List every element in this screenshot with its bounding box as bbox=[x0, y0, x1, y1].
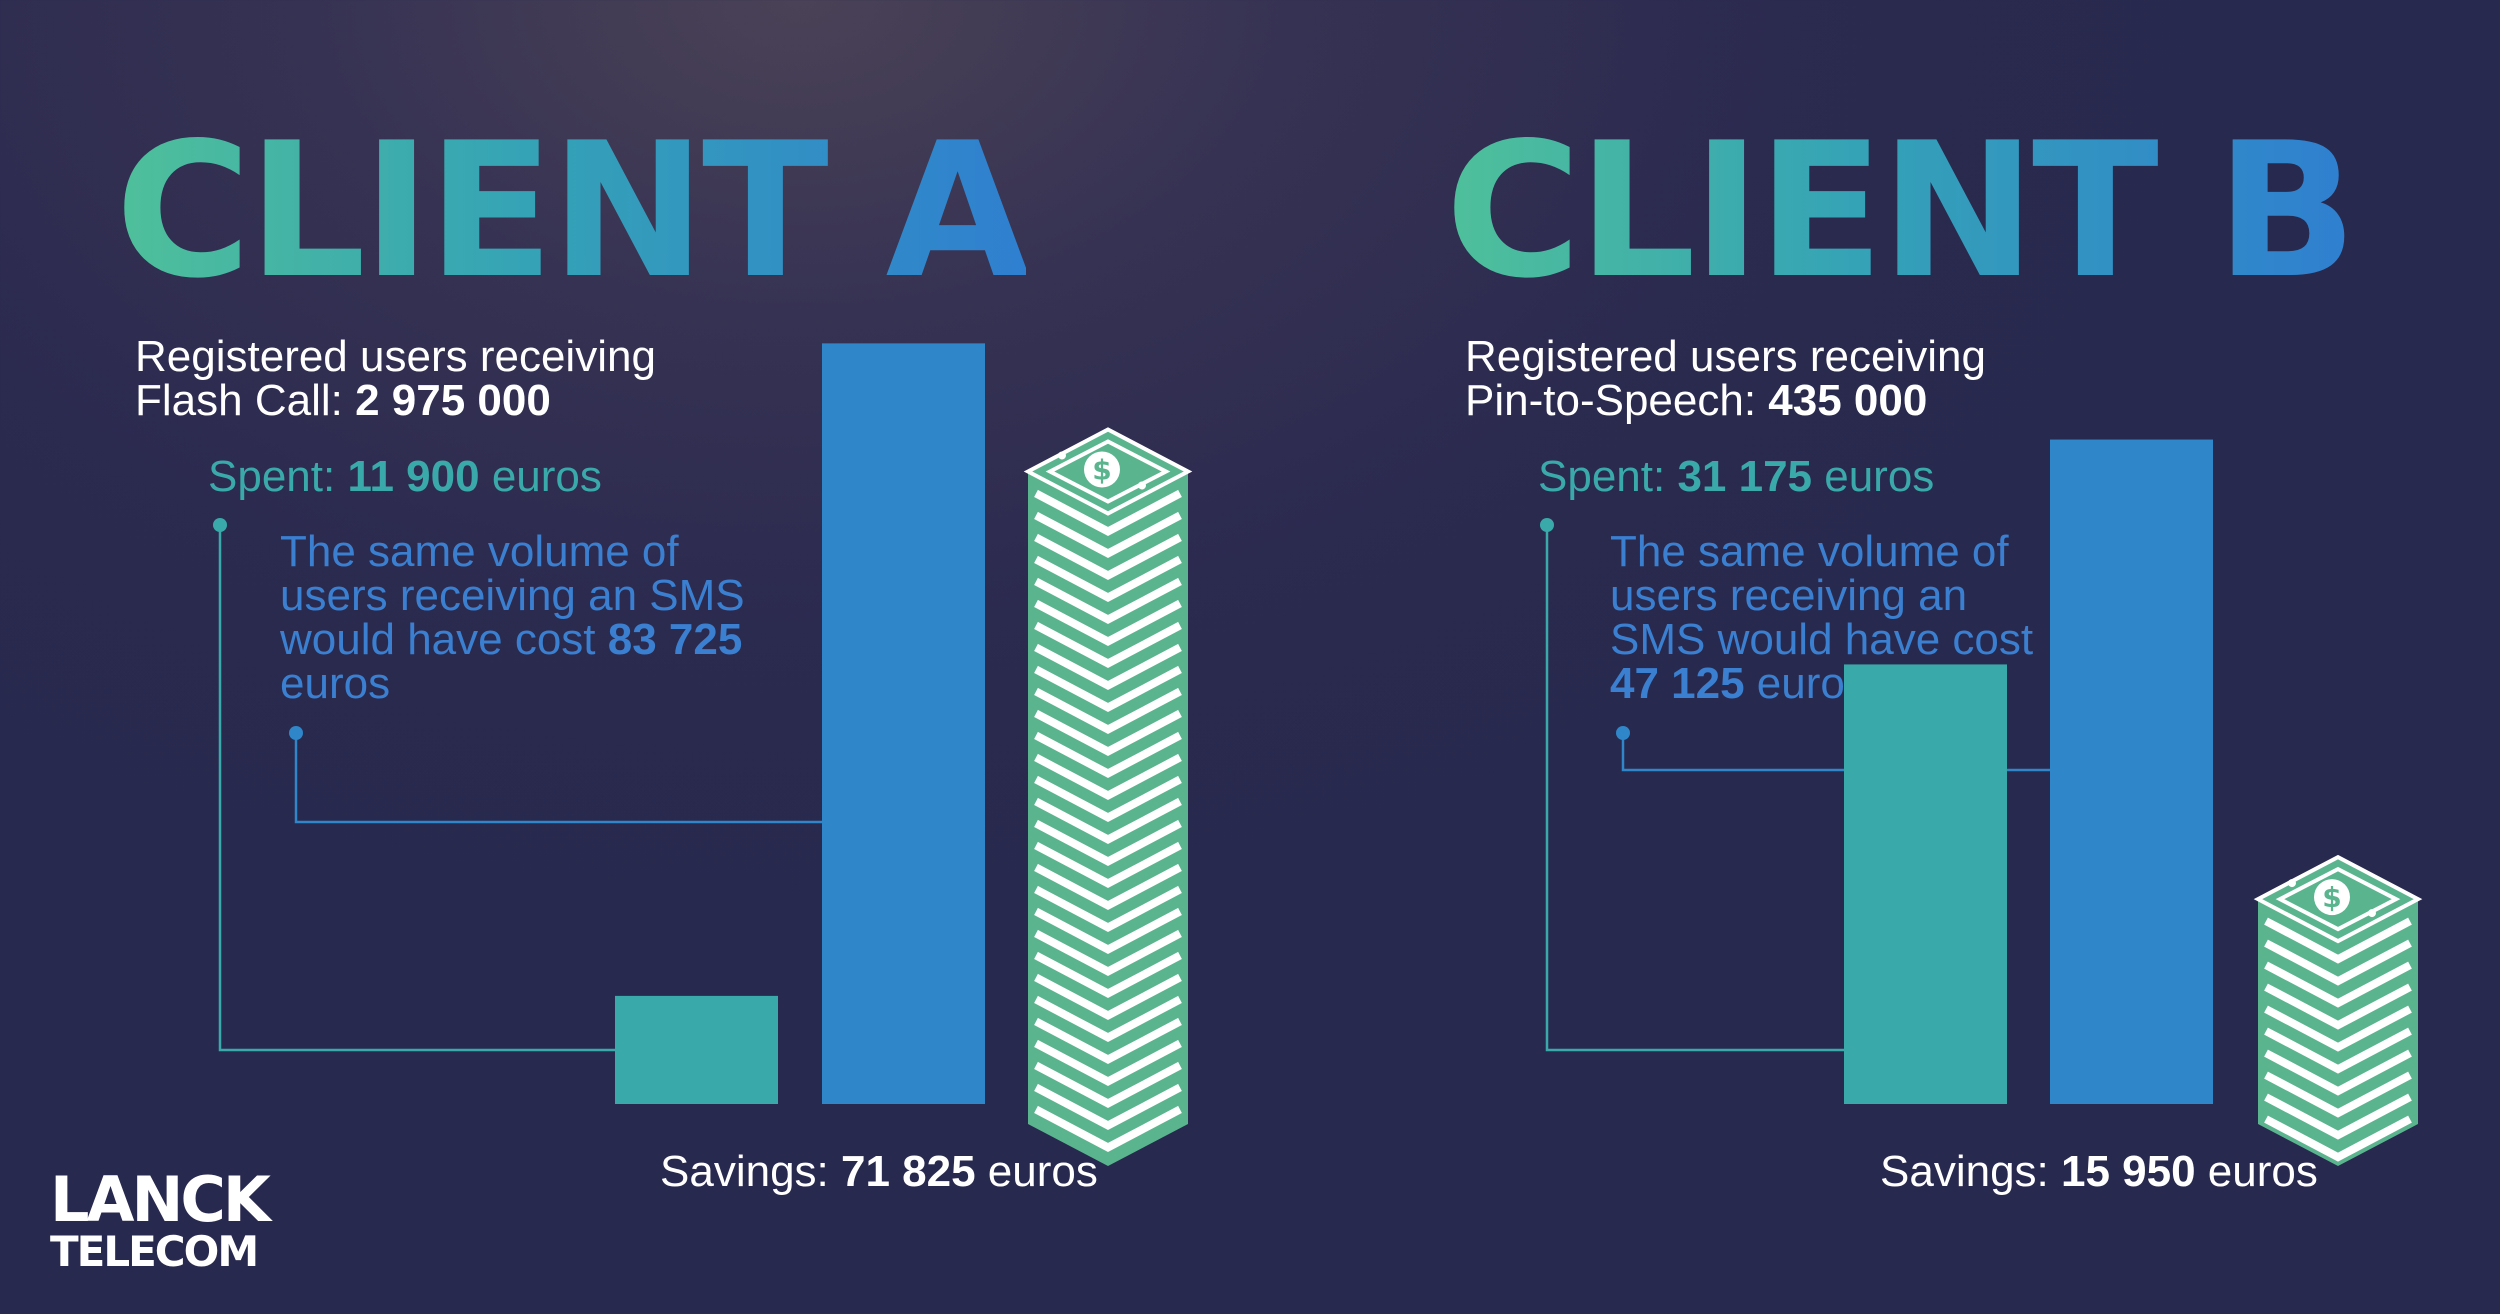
client-a-sms-dot bbox=[289, 726, 303, 740]
client-a-bar-chart: $ bbox=[213, 343, 1193, 1167]
client-a-sms-connector bbox=[294, 733, 822, 824]
client-b-spent-label: Spent: 31 175 euros bbox=[1538, 455, 1934, 499]
client-b-spent-connector bbox=[1545, 525, 1844, 1052]
client-b-title: CLIENT B bbox=[1445, 102, 2357, 319]
client-a-sms-note: The same volume of users receiving an SM… bbox=[280, 530, 745, 706]
client-a-savings-value: 71 825 bbox=[840, 1147, 976, 1196]
company-logo: LANCK TELECOM bbox=[50, 1163, 271, 1276]
logo-line1: LANCK bbox=[50, 1163, 271, 1236]
client-b-sms-line3: SMS would have cost bbox=[1610, 615, 2034, 664]
client-b-registered-line1: Registered users receiving bbox=[1465, 332, 1986, 381]
client-a-spent-dot bbox=[213, 518, 227, 532]
client-a-savings-label: Savings: 71 825 euros bbox=[660, 1150, 1098, 1194]
client-b-registered-value: 435 000 bbox=[1768, 376, 1928, 425]
client-a-sms-line2: users receiving an SMS bbox=[280, 571, 745, 620]
logo-line2: TELECOM bbox=[50, 1227, 259, 1276]
client-a-registered-value: 2 975 000 bbox=[355, 376, 551, 425]
client-a-spent-suffix: euros bbox=[479, 452, 602, 501]
client-a-sms-line4: euros bbox=[280, 659, 391, 708]
client-a-title: CLIENT A bbox=[115, 102, 1030, 319]
client-b-spent-prefix: Spent: bbox=[1538, 452, 1678, 501]
client-b-sms-note: The same volume of users receiving an SM… bbox=[1610, 530, 2033, 706]
client-a-spent-prefix: Spent: bbox=[208, 452, 348, 501]
client-b-sms-dot bbox=[1616, 726, 1630, 740]
client-b-savings-suffix: euros bbox=[2195, 1147, 2318, 1196]
client-a-savings-money-stack: $ bbox=[1023, 427, 1193, 1167]
client-b-bar-spent bbox=[1844, 664, 2007, 1104]
client-a-registered-line2-prefix: Flash Call: bbox=[135, 376, 356, 425]
client-a-savings-dollar-icon: $ bbox=[1092, 453, 1111, 486]
client-a-bar-spent bbox=[615, 995, 778, 1104]
client-b-savings-label: Savings: 15 950 euros bbox=[1880, 1150, 2318, 1194]
client-b-savings-prefix: Savings: bbox=[1880, 1147, 2061, 1196]
client-a-spent-connector bbox=[218, 525, 615, 1052]
client-a-sms-line3-prefix: would have cost bbox=[280, 615, 608, 664]
client-b-spent-dot bbox=[1540, 518, 1554, 532]
client-b-sms-line1: The same volume of bbox=[1610, 527, 2009, 576]
client-a-registered-line1: Registered users receiving bbox=[135, 332, 656, 381]
client-b-spent-suffix: euros bbox=[1812, 452, 1935, 501]
client-a-savings-prefix: Savings: bbox=[660, 1147, 841, 1196]
client-a-sms-value: 83 725 bbox=[607, 615, 743, 664]
client-b-sms-line2: users receiving an bbox=[1610, 571, 1968, 620]
client-b-savings-value: 15 950 bbox=[2060, 1147, 2196, 1196]
client-b-spent-value: 31 175 bbox=[1677, 452, 1813, 501]
client-a-spent-value: 11 900 bbox=[347, 452, 480, 501]
client-b-savings-money-stack: $ bbox=[2253, 854, 2423, 1166]
client-b-bar-chart: $ bbox=[1540, 439, 2423, 1166]
client-b-savings-dollar-icon: $ bbox=[2322, 881, 2341, 914]
client-b-sms-value: 47 125 bbox=[1610, 659, 1745, 708]
client-a-spent-label: Spent: 11 900 euros bbox=[208, 455, 602, 499]
client-a-sms-line1: The same volume of bbox=[280, 527, 679, 576]
client-b-bar-sms bbox=[2050, 439, 2213, 1105]
client-a-savings-suffix: euros bbox=[975, 1147, 1098, 1196]
client-b-panel: CLIENT B Registered users receiving Pin-… bbox=[1330, 0, 2500, 1314]
client-a-registered-users: Registered users receiving Flash Call: 2… bbox=[135, 335, 656, 423]
client-b-registered-line2-prefix: Pin-to-Speech: bbox=[1465, 376, 1769, 425]
client-a-bar-sms bbox=[822, 343, 985, 1104]
client-b-registered-users: Registered users receiving Pin-to-Speech… bbox=[1465, 335, 1986, 423]
client-a-panel: CLIENT A Registered users receiving Flas… bbox=[115, 102, 1193, 1194]
